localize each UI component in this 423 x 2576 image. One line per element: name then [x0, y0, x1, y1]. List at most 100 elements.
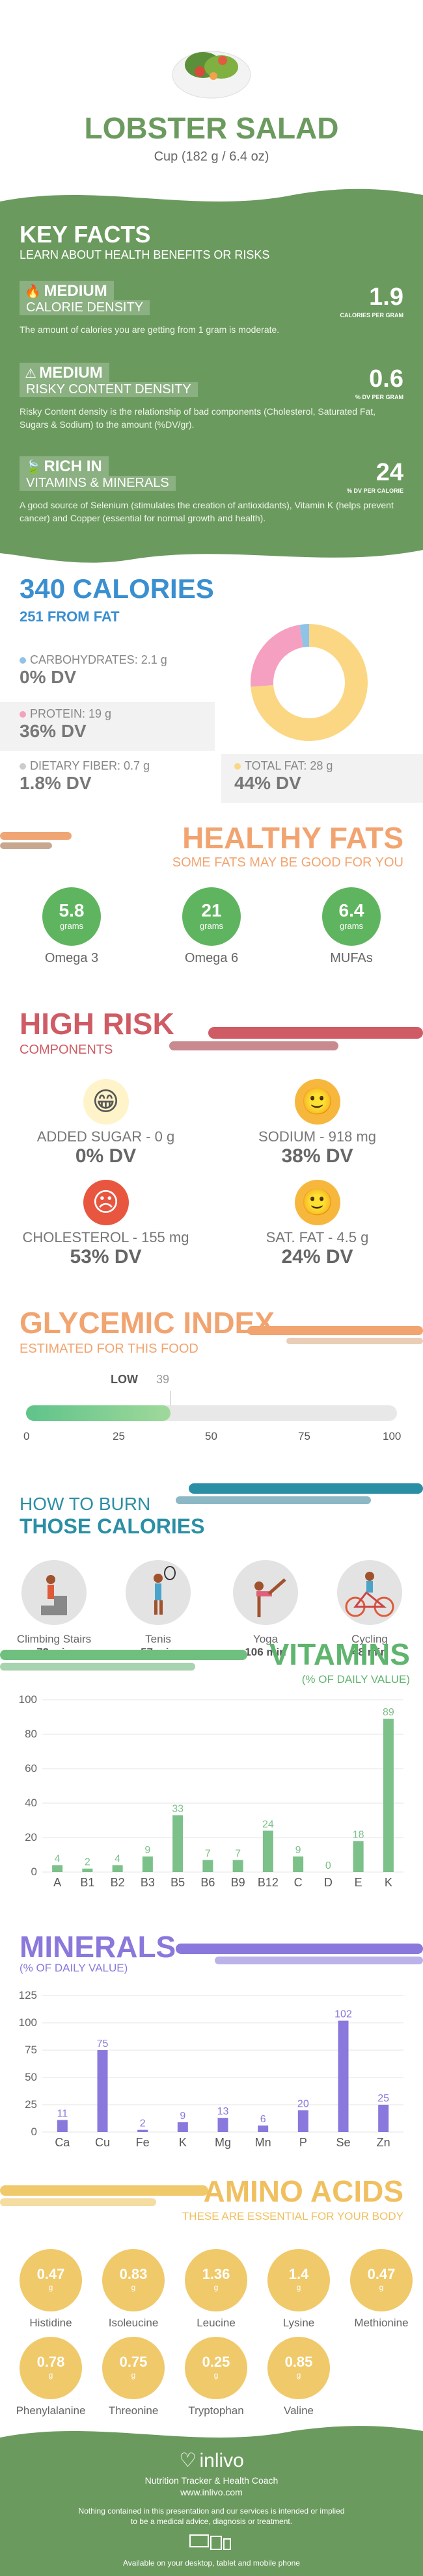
x-tick-label: B6 — [200, 1876, 215, 1889]
amino-name: Histidine — [29, 2317, 72, 2329]
bar — [57, 2120, 68, 2132]
smile-face-icon: 🙂 — [294, 1079, 340, 1125]
risk-dv: 53% DV — [70, 1246, 142, 1268]
bar-value-label: 75 — [97, 2038, 109, 2049]
fat-bubble: 21 grams — [182, 887, 241, 946]
amino-unit: g — [213, 2371, 219, 2380]
carbs-dot — [20, 657, 26, 664]
amino-name: Isoleucine — [108, 2317, 159, 2329]
activity-cycling: Cycling 48 min — [321, 1560, 418, 1659]
bar-value-label: 7 — [205, 1848, 211, 1859]
stairs-icon — [21, 1560, 87, 1625]
bar-value-label: 6 — [260, 2114, 266, 2125]
x-tick-label: K — [179, 2136, 187, 2149]
x-tick-label: D — [324, 1876, 333, 1889]
fiber-dv: 1.8% DV — [20, 773, 92, 793]
fiber-block: DIETARY FIBER: 0.7 g 1.8% DV — [20, 759, 150, 794]
x-tick-label: B5 — [171, 1876, 185, 1889]
fact-risky-density: ⚠ MEDIUM RISKY CONTENT DENSITY 0.6 % DV … — [20, 363, 403, 431]
fiber-label: DIETARY FIBER: 0.7 g — [30, 759, 150, 772]
bar-value-label: 25 — [377, 2093, 389, 2104]
amino-bubble: 0.25 g — [185, 2337, 247, 2399]
amino-item: 0.83 g Isoleucine — [88, 2249, 179, 2330]
amino-name: Lysine — [282, 2317, 315, 2329]
glycemic-ticks: 0 25 50 75 100 — [23, 1430, 401, 1443]
amino-item: 0.25 g Tryptophan — [171, 2337, 262, 2417]
fact-vitamins-minerals: 🍃 RICH IN VITAMINS & MINERALS 24 % DV PE… — [20, 456, 403, 525]
amino-name: Tryptophan — [188, 2404, 244, 2417]
footer-logo[interactable]: ♡ inlivo — [0, 2449, 423, 2472]
fat-name: Omega 3 — [44, 951, 99, 965]
amino-item: 0.47 g Histidine — [5, 2249, 96, 2330]
carbs-dv: 0% DV — [20, 667, 77, 687]
risk-label: SODIUM - 918 mg — [258, 1128, 376, 1145]
high-risk-title: HIGH RISK — [20, 1007, 174, 1041]
calorie-donut-chart — [251, 624, 368, 741]
amino-bubble: 0.75 g — [102, 2337, 165, 2399]
amino-item: 0.78 g Phenylalanine — [5, 2337, 96, 2417]
bar-value-label: 24 — [262, 1819, 274, 1830]
fiber-dot — [20, 763, 26, 770]
y-tick-label: 20 — [25, 1831, 37, 1843]
fat-item-omega3: 5.8 grams Omega 3 — [42, 887, 101, 966]
glycemic-subtitle: ESTIMATED FOR THIS FOOD — [20, 1342, 198, 1356]
amino-bubble: 0.83 g — [102, 2249, 165, 2311]
amino-value: 0.25 — [202, 2354, 230, 2370]
warning-icon: ⚠ — [25, 367, 36, 381]
y-tick-label: 0 — [31, 2126, 37, 2138]
risk-dv: 24% DV — [281, 1246, 353, 1268]
bar-value-label: 89 — [383, 1707, 394, 1718]
fact-label: VITAMINS & MINERALS — [26, 476, 169, 490]
fat-item-omega6: 21 grams Omega 6 — [182, 887, 241, 966]
tennis-icon — [126, 1560, 191, 1625]
happy-face-icon: 😁 — [83, 1079, 129, 1125]
fact-value: 0.6 — [369, 365, 403, 393]
risk-item-sat-fat: 🙂 SAT. FAT - 4.5 g 24% DV — [212, 1180, 423, 1268]
amino-subtitle: THESE ARE ESSENTIAL FOR YOUR BODY — [182, 2210, 403, 2222]
y-tick-label: 100 — [19, 2016, 37, 2029]
x-tick-label: Fe — [136, 2136, 150, 2149]
amino-bubble: 0.47 g — [350, 2249, 413, 2311]
y-tick-label: 75 — [25, 2044, 37, 2056]
burn-title-1: HOW TO BURN — [20, 1494, 151, 1514]
amino-value: 1.4 — [288, 2266, 309, 2282]
heart-icon: ♡ — [179, 2450, 197, 2471]
glycemic-stripes — [247, 1326, 423, 1346]
bar — [137, 2129, 148, 2132]
bar — [172, 1815, 184, 1872]
amino-value: 0.83 — [119, 2266, 148, 2282]
burn-title-2: THOSE CALORIES — [20, 1515, 205, 1538]
x-tick-label: B1 — [80, 1876, 94, 1889]
activity-minutes: 48 min — [352, 1646, 387, 1658]
amino-bubble: 1.4 g — [267, 2249, 330, 2311]
amino-bubble: 1.36 g — [185, 2249, 247, 2311]
bar-value-label: 4 — [55, 1853, 61, 1864]
minerals-bar-chart: 0 25 50 75 100 125 11 Ca 75 Cu 2 Fe 9 K 13 Mg 6 Mn 20 P 102 S… — [19, 1989, 403, 2149]
amino-title: AMINO ACIDS — [203, 2174, 403, 2208]
bar-value-label: 9 — [295, 1845, 301, 1856]
footer-tagline: Nutrition Tracker & Health Coach — [144, 2475, 279, 2486]
x-tick-label: B9 — [231, 1876, 245, 1889]
x-tick-label: Se — [336, 2136, 350, 2149]
fact-level: MEDIUM — [44, 282, 107, 300]
activity-minutes: 106 min — [245, 1646, 286, 1658]
fat-label: TOTAL FAT: 28 g — [245, 759, 333, 772]
amino-unit: g — [296, 2371, 301, 2380]
risk-label: CHOLESTEROL - 155 mg — [22, 1229, 189, 1245]
fat-bubble: 5.8 grams — [42, 887, 101, 946]
page-title: LOBSTER SALAD — [84, 111, 339, 145]
glycemic-level: LOW — [111, 1373, 138, 1386]
y-tick-label: 125 — [19, 1989, 37, 2001]
amino-unit: g — [131, 2371, 136, 2380]
fact-unit: % DV PER GRAM — [355, 394, 403, 400]
y-tick-label: 25 — [25, 2098, 37, 2111]
activity-yoga: Yoga 106 min — [217, 1560, 314, 1659]
footer-url[interactable]: www.inlivo.com — [180, 2487, 243, 2497]
x-tick-label: Mn — [255, 2136, 271, 2149]
fat-bubble: 6.4 grams — [322, 887, 381, 946]
bar — [97, 2050, 108, 2132]
x-tick-label: Zn — [377, 2136, 390, 2149]
amino-value: 1.36 — [202, 2266, 230, 2282]
amino-bubble: 0.47 g — [20, 2249, 82, 2311]
footer-disclaimer-2: to be a medical advice, diagnosis or tre… — [130, 2517, 293, 2526]
